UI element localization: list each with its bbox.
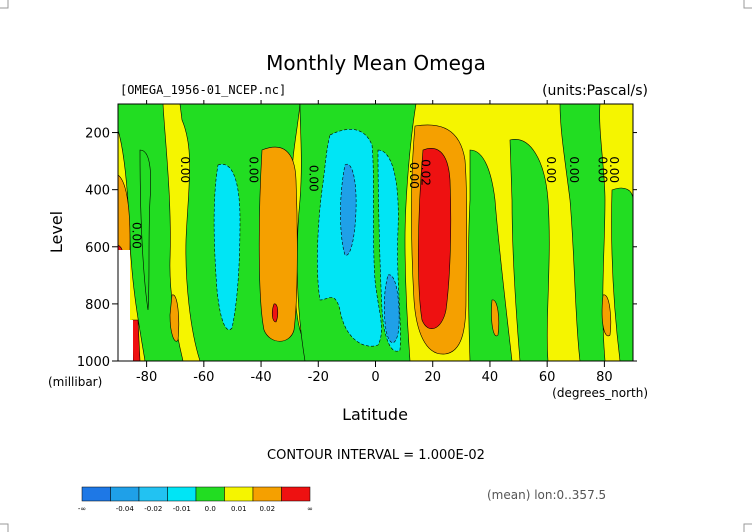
contour-label: 0.02 [418, 159, 432, 186]
mean-note: (mean) lon:0..357.5 [487, 488, 606, 502]
contour-label: 0.00 [178, 156, 192, 183]
legend-swatch [281, 486, 311, 502]
legend-swatch [224, 486, 254, 502]
y-axis: 200 400 600 800 1000 [77, 127, 637, 370]
x-tick-label: -20 [308, 370, 329, 385]
x-tick-label: 0 [371, 370, 379, 385]
x-axis-units: (degrees_north) [552, 386, 648, 400]
legend-swatch [167, 486, 197, 502]
orange-region-nh-85 [601, 294, 612, 337]
legend-swatch [81, 486, 111, 502]
orange-region-nh-45 [491, 299, 500, 337]
x-tick-label: 60 [539, 370, 556, 385]
chart-title: Monthly Mean Omega [266, 51, 486, 75]
legend-label: 0.01 [231, 505, 247, 513]
legend-label: -0.01 [173, 505, 191, 513]
x-axis: -80 -60 -40 -20 0 20 40 60 80 [136, 100, 613, 385]
y-axis-units: (millibar) [48, 375, 102, 389]
y-tick-label: 200 [85, 127, 110, 142]
legend-label: -0.02 [144, 505, 162, 513]
legend-label: -0.04 [116, 505, 135, 513]
missing-data-area [118, 250, 133, 361]
contour-plot: 0.000.00 0.00 0.00 0.000.02 0.00 0.00 0.000.00… [77, 100, 637, 385]
y-tick-label: 800 [85, 298, 110, 313]
x-tick-label: -40 [250, 370, 271, 385]
contour-label: 0.00 [129, 222, 143, 249]
red-region-20n [418, 148, 452, 329]
contour-interval-label: CONTOUR INTERVAL = 1.000E-02 [267, 448, 485, 463]
x-tick-label: -60 [193, 370, 214, 385]
x-tick-label: 20 [424, 370, 441, 385]
green-region-pole [611, 187, 633, 361]
x-axis-label: Latitude [342, 405, 408, 424]
legend-swatch [110, 486, 140, 502]
blue-region-5n [383, 274, 400, 343]
y-axis-label: Level [47, 211, 66, 253]
units-label: (units:Pascal/s) [542, 83, 648, 99]
green-region-nh-mid [468, 149, 513, 361]
cyan-region-sh-60 [213, 163, 241, 330]
orange-region-40s [258, 146, 298, 342]
contour-label: 0.00 [567, 156, 581, 183]
y-tick-label: 1000 [77, 355, 110, 370]
y-tick-label: 400 [85, 184, 110, 199]
source-file-label: [OMEGA_1956-01_NCEP.nc] [120, 83, 286, 97]
legend-swatch [195, 486, 225, 502]
x-tick-label: 80 [596, 370, 613, 385]
blue-region-10s [340, 163, 357, 256]
contour-label: 0.00 [607, 156, 621, 183]
legend-swatch [138, 486, 168, 502]
green-region-nh-60 [509, 139, 550, 361]
color-legend: -∞ -0.04 -0.02 -0.01 0.0 0.01 0.02 ∞ [78, 486, 313, 513]
x-tick-label: -80 [136, 370, 157, 385]
legend-label: -∞ [78, 505, 86, 513]
contour-label: 0.00 [596, 156, 610, 183]
contour-label: 0.00 [544, 156, 558, 183]
legend-label: 0.02 [259, 505, 275, 513]
green-region-sh-edge [139, 149, 151, 311]
red-region-40s [271, 303, 279, 323]
y-tick-label: 600 [85, 241, 110, 256]
legend-label: 0.0 [205, 505, 216, 513]
legend-label: ∞ [307, 505, 313, 513]
legend-swatch [252, 486, 282, 502]
contour-label: 0.00 [307, 165, 321, 192]
contour-label: 0.00 [407, 162, 421, 189]
contour-label: 0.00 [247, 156, 261, 183]
x-tick-label: 40 [482, 370, 499, 385]
orange-region-70s [169, 294, 180, 342]
green-region-nh-polar [559, 104, 606, 361]
